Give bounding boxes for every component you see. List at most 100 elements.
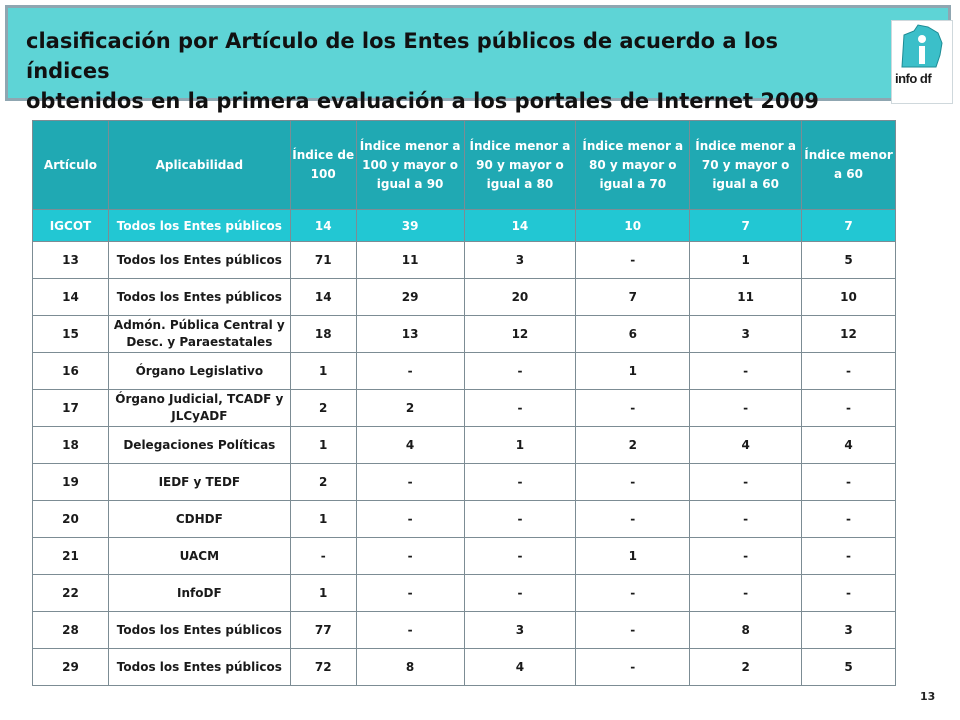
table-cell: - <box>575 574 691 612</box>
table-cell: UACM <box>107 537 291 575</box>
table-cell: 13 <box>355 315 465 353</box>
table-cell: - <box>801 574 896 612</box>
table-row: 15 Admón. Pública Central y Desc. y Para… <box>32 315 896 353</box>
table-cell: 12 <box>463 315 577 353</box>
table-cell: - <box>801 500 896 538</box>
table-cell: - <box>463 352 577 390</box>
table-cell: 7 <box>801 209 896 242</box>
table-cell: - <box>801 463 896 501</box>
col-header-aplicabilidad: Aplicabilidad <box>107 120 291 210</box>
table-header-row: Artículo Aplicabilidad Índice de 100 Índ… <box>32 120 896 210</box>
table-cell: Todos los Entes públicos <box>107 209 291 242</box>
table-cell: - <box>689 537 803 575</box>
table-cell: - <box>689 352 803 390</box>
page-number: 13 <box>920 690 936 703</box>
col-header-indice-60-70: Índice menor a 70 y mayor o igual a 60 <box>689 120 803 210</box>
table-cell: 1 <box>689 241 803 279</box>
table-cell: 1 <box>575 352 691 390</box>
table-row: 17 Órgano Judicial, TCADF y JLCyADF 2 2 … <box>32 389 896 427</box>
table-row: 28 Todos los Entes públicos 77 - 3 - 8 3 <box>32 611 896 649</box>
col-header-articulo: Artículo <box>32 120 109 210</box>
table-row: 14 Todos los Entes públicos 14 29 20 7 1… <box>32 278 896 316</box>
table-row: 20 CDHDF 1 - - - - - <box>32 500 896 538</box>
table-cell: 4 <box>355 426 465 464</box>
table-cell: - <box>801 537 896 575</box>
table-cell: Admón. Pública Central y Desc. y Paraest… <box>107 315 291 353</box>
table-cell: - <box>463 463 577 501</box>
table-cell: 29 <box>32 648 109 686</box>
table-cell: 3 <box>689 315 803 353</box>
table-cell: 2 <box>289 463 357 501</box>
table-cell: 21 <box>32 537 109 575</box>
table-cell: 11 <box>355 241 465 279</box>
logo-emblem-icon <box>901 24 943 68</box>
table-cell: 2 <box>355 389 465 427</box>
table-cell: - <box>463 500 577 538</box>
table-cell: - <box>355 611 465 649</box>
table-cell: 10 <box>575 209 691 242</box>
table-cell: - <box>575 463 691 501</box>
table-cell: - <box>355 352 465 390</box>
table-cell: 19 <box>32 463 109 501</box>
table-cell: - <box>689 463 803 501</box>
table-cell: 71 <box>289 241 357 279</box>
table-cell: 15 <box>32 315 109 353</box>
table-cell: 1 <box>575 537 691 575</box>
table-cell: IEDF y TEDF <box>107 463 291 501</box>
table-cell: 8 <box>689 611 803 649</box>
title-banner: clasificación por Artículo de los Entes … <box>5 5 953 113</box>
table-cell: 7 <box>575 278 691 316</box>
table-cell: - <box>355 463 465 501</box>
table-cell: - <box>355 574 465 612</box>
table-cell: 2 <box>575 426 691 464</box>
table-cell: 8 <box>355 648 465 686</box>
table-row: 22 InfoDF 1 - - - - - <box>32 574 896 612</box>
logo-wordmark: info df <box>895 71 932 86</box>
table-cell: 14 <box>463 209 577 242</box>
table-cell: - <box>463 574 577 612</box>
table-cell: 14 <box>289 278 357 316</box>
table-cell: 1 <box>289 574 357 612</box>
table-cell: - <box>575 611 691 649</box>
table-cell: 14 <box>32 278 109 316</box>
table-cell: Órgano Judicial, TCADF y JLCyADF <box>107 389 291 427</box>
table-cell: 7 <box>689 209 803 242</box>
table-row-igcot: IGCOT Todos los Entes públicos 14 39 14 … <box>32 209 896 242</box>
table-cell: 20 <box>463 278 577 316</box>
table-cell: 16 <box>32 352 109 390</box>
table-cell: InfoDF <box>107 574 291 612</box>
table-cell: 1 <box>289 426 357 464</box>
table-cell: 12 <box>801 315 896 353</box>
table-row: 16 Órgano Legislativo 1 - - 1 - - <box>32 352 896 390</box>
table-cell: Todos los Entes públicos <box>107 278 291 316</box>
title-line-2: obtenidos en la primera evaluación a los… <box>26 89 819 113</box>
table-cell: Todos los Entes públicos <box>107 611 291 649</box>
table-cell: 4 <box>463 648 577 686</box>
table-cell: - <box>575 389 691 427</box>
table-cell: - <box>689 574 803 612</box>
table-cell: - <box>355 500 465 538</box>
table-cell: 6 <box>575 315 691 353</box>
col-header-indice-70-80: Índice menor a 80 y mayor o igual a 70 <box>575 120 691 210</box>
table-row: 29 Todos los Entes públicos 72 8 4 - 2 5 <box>32 648 896 686</box>
table-cell: Todos los Entes públicos <box>107 648 291 686</box>
table-cell: - <box>575 241 691 279</box>
table-cell: - <box>801 389 896 427</box>
table-cell: 22 <box>32 574 109 612</box>
table-cell: - <box>689 389 803 427</box>
table-row: 18 Delegaciones Políticas 1 4 1 2 4 4 <box>32 426 896 464</box>
table-cell: 14 <box>289 209 357 242</box>
title-line-1: clasificación por Artículo de los Entes … <box>26 29 778 83</box>
table-cell: 11 <box>689 278 803 316</box>
col-header-indice-menor-60: Índice menor a 60 <box>801 120 896 210</box>
table-cell: 72 <box>289 648 357 686</box>
table-cell: 20 <box>32 500 109 538</box>
table-cell: - <box>463 389 577 427</box>
table-cell: 2 <box>689 648 803 686</box>
table-cell: - <box>355 537 465 575</box>
table-cell: 3 <box>801 611 896 649</box>
table-cell: 28 <box>32 611 109 649</box>
table-cell: 1 <box>289 500 357 538</box>
table-cell: 5 <box>801 241 896 279</box>
table-cell: 77 <box>289 611 357 649</box>
